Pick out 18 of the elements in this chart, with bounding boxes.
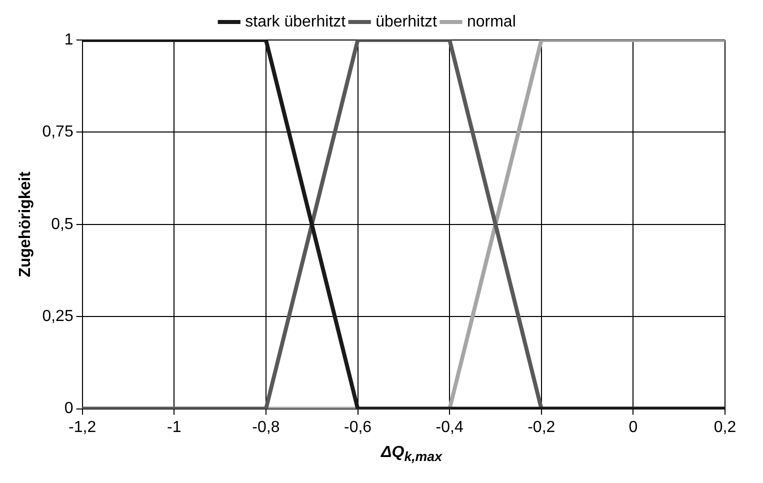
x-tick-label: -0,4 xyxy=(436,418,464,436)
x-tick-label: 0 xyxy=(628,418,638,436)
x-tick-label: -0,8 xyxy=(252,418,280,436)
legend-label: überhitzt xyxy=(376,13,438,30)
legend-label: stark überhitzt xyxy=(245,13,346,30)
x-tick-label: -1 xyxy=(167,418,182,436)
y-tick-label: 0,5 xyxy=(51,216,74,233)
legend-label: normal xyxy=(466,13,516,30)
y-tick-label: 0,75 xyxy=(42,124,74,141)
y-tick-label: 1 xyxy=(64,31,74,48)
y-axis-title: Zugehörigkeit xyxy=(17,170,34,278)
y-tick-label: 0,25 xyxy=(42,308,74,326)
y-tick-label: 0 xyxy=(64,400,74,418)
x-tick-label: -0,6 xyxy=(344,418,372,436)
x-tick-label: 0,2 xyxy=(714,418,736,436)
x-tick-label: -0,2 xyxy=(528,418,556,436)
x-tick-label: -1,2 xyxy=(68,418,96,436)
x-axis-title: ΔQ$_{k,max}$ xyxy=(381,444,442,464)
